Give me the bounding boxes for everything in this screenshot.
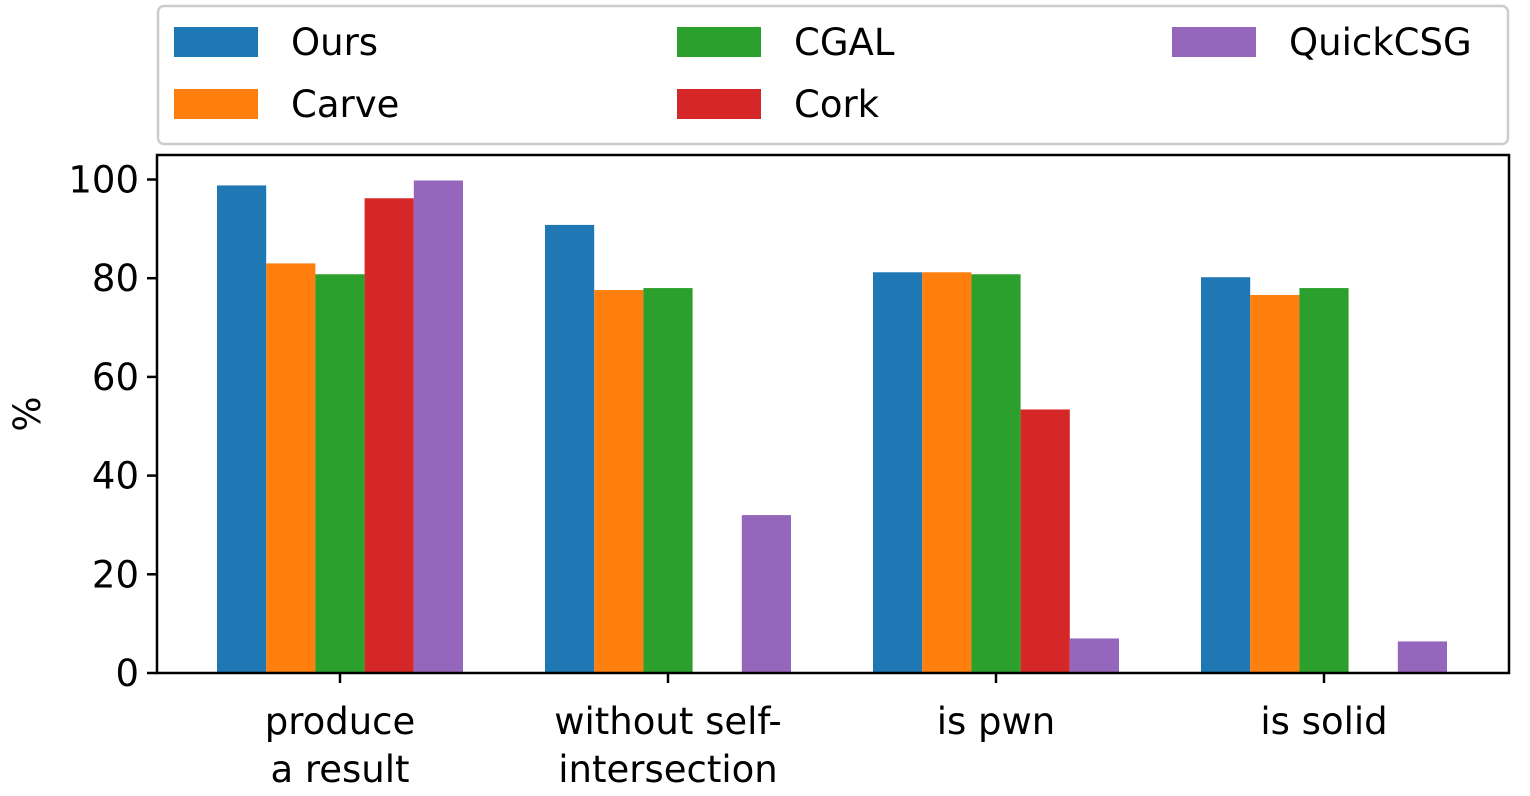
legend-label-cork: Cork [794, 83, 880, 126]
bar-cgal-1 [315, 274, 365, 673]
legend-swatch-cgal [677, 27, 761, 57]
bar-quickcsg-1 [413, 180, 463, 673]
x-tick-label-4-line-1: is solid [1260, 700, 1387, 743]
bar-carve-1 [266, 263, 316, 673]
y-axis-title: % [6, 396, 49, 431]
legend-label-carve: Carve [291, 83, 399, 126]
y-tick-label-40: 40 [92, 455, 139, 498]
x-axis: produce a result without self-intersection… [265, 673, 1388, 791]
y-tick-label-60: 60 [92, 356, 139, 399]
legend-swatch-cork [677, 89, 761, 119]
bar-carve-4 [1250, 294, 1300, 673]
bar-carve-2 [594, 290, 644, 673]
bars [217, 180, 1447, 674]
bar-carve-3 [922, 272, 972, 673]
legend: Ours Carve CGAL Cork QuickCSG [156, 4, 1510, 146]
bar-ours-1 [217, 185, 267, 673]
bar-quickcsg-2 [741, 515, 791, 673]
bar-cgal-3 [971, 274, 1021, 673]
bar-ours-3 [873, 272, 923, 673]
x-tick-label-1-line-1: produce [265, 700, 416, 743]
legend-label-cgal: CGAL [794, 21, 895, 64]
bar-cork-3 [1020, 409, 1070, 673]
y-tick-label-100: 100 [68, 159, 139, 202]
x-tick-label-1-line-2: a result [270, 748, 409, 791]
bar-ours-4 [1201, 277, 1251, 673]
bar-cork-1 [364, 198, 414, 674]
legend-swatch-quickcsg [1172, 27, 1256, 57]
legend-swatch-carve [174, 89, 258, 119]
y-axis: 0 20 40 60 80 100 [68, 159, 157, 695]
bar-quickcsg-3 [1069, 638, 1119, 673]
bar-quickcsg-4 [1397, 641, 1447, 673]
bar-cgal-4 [1299, 288, 1349, 673]
y-tick-label-80: 80 [92, 257, 139, 300]
legend-label-ours: Ours [291, 21, 378, 64]
bar-ours-2 [545, 224, 595, 674]
plot-frame [155, 153, 1511, 675]
bar-cgal-2 [643, 288, 693, 673]
legend-label-quickcsg: QuickCSG [1289, 21, 1472, 64]
legend-frame [156, 4, 1510, 146]
y-tick-label-20: 20 [92, 553, 139, 596]
legend-swatch-ours [174, 27, 258, 57]
y-tick-label-0: 0 [115, 652, 139, 695]
x-tick-label-3-line-1: is pwn [937, 700, 1056, 743]
x-tick-label-2-line-2: intersection [558, 748, 777, 791]
x-tick-label-2-line-1: without self- [554, 700, 782, 743]
